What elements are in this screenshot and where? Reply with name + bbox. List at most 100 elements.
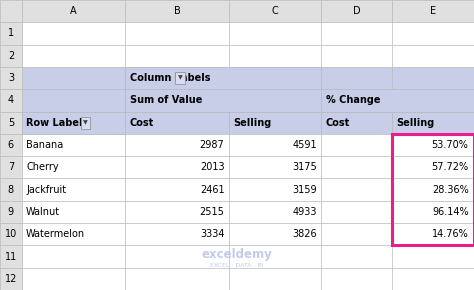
Bar xyxy=(22,45,125,67)
Bar xyxy=(229,223,321,245)
Text: D: D xyxy=(353,6,361,16)
Bar xyxy=(229,22,321,45)
Bar xyxy=(392,112,474,134)
Bar xyxy=(0,156,22,178)
Text: 2987: 2987 xyxy=(200,140,225,150)
Bar xyxy=(0,223,22,245)
Bar xyxy=(22,22,125,45)
Bar xyxy=(392,134,474,156)
Bar xyxy=(0,134,22,156)
Bar xyxy=(392,134,474,156)
Bar xyxy=(125,156,229,178)
Text: 12: 12 xyxy=(5,274,17,284)
Text: 53.70%: 53.70% xyxy=(432,140,469,150)
Bar xyxy=(392,0,474,22)
Text: 1: 1 xyxy=(8,28,14,39)
Bar xyxy=(392,201,474,223)
Bar xyxy=(392,178,474,201)
Bar xyxy=(229,178,321,201)
Bar xyxy=(392,45,474,67)
Bar xyxy=(22,178,125,201)
Bar xyxy=(22,223,125,245)
Bar xyxy=(0,268,22,290)
Bar xyxy=(229,201,321,223)
Bar xyxy=(229,0,321,22)
Bar xyxy=(392,268,474,290)
Text: Selling: Selling xyxy=(233,118,272,128)
Text: Sum of Value: Sum of Value xyxy=(130,95,202,105)
Bar xyxy=(392,156,474,178)
FancyBboxPatch shape xyxy=(175,72,185,84)
Text: 14.76%: 14.76% xyxy=(432,229,469,239)
Bar xyxy=(22,201,125,223)
Text: Jackfruit: Jackfruit xyxy=(26,185,66,195)
Bar xyxy=(125,0,229,22)
Text: 4933: 4933 xyxy=(292,207,317,217)
Bar xyxy=(22,156,125,178)
Bar xyxy=(321,201,392,223)
Bar xyxy=(321,0,392,22)
Bar xyxy=(229,245,321,268)
Bar xyxy=(125,134,229,156)
Text: E: E xyxy=(430,6,436,16)
Text: 3826: 3826 xyxy=(292,229,317,239)
Bar xyxy=(125,112,229,134)
Bar xyxy=(321,223,392,245)
Bar xyxy=(0,201,22,223)
Bar xyxy=(125,89,229,112)
Bar xyxy=(0,112,22,134)
Text: 3175: 3175 xyxy=(292,162,317,172)
Text: 10: 10 xyxy=(5,229,17,239)
Text: 6: 6 xyxy=(8,140,14,150)
Text: A: A xyxy=(70,6,77,16)
Bar xyxy=(0,112,22,134)
Bar xyxy=(0,201,22,223)
Bar xyxy=(125,89,321,112)
Bar xyxy=(125,245,229,268)
Text: 2515: 2515 xyxy=(200,207,225,217)
Bar xyxy=(125,201,229,223)
Text: exceldemy: exceldemy xyxy=(201,248,273,261)
Text: 7: 7 xyxy=(8,162,14,172)
Bar xyxy=(229,45,321,67)
Bar xyxy=(0,178,22,201)
Bar xyxy=(22,134,125,156)
Bar xyxy=(321,22,392,45)
Bar xyxy=(321,112,392,134)
Bar xyxy=(321,89,392,112)
Text: 96.14%: 96.14% xyxy=(432,207,469,217)
Bar xyxy=(321,268,392,290)
Bar xyxy=(22,268,125,290)
Bar xyxy=(321,156,392,178)
Bar xyxy=(125,67,321,89)
Bar xyxy=(125,178,229,201)
Bar xyxy=(392,112,474,134)
Text: Column Labels: Column Labels xyxy=(130,73,210,83)
Bar xyxy=(229,0,321,22)
Text: Walnut: Walnut xyxy=(26,207,60,217)
Bar xyxy=(125,178,229,201)
Text: ▼: ▼ xyxy=(178,76,182,81)
Bar xyxy=(22,89,125,112)
Bar xyxy=(125,112,229,134)
Bar xyxy=(125,134,229,156)
Bar xyxy=(321,156,392,178)
Bar xyxy=(229,201,321,223)
Bar xyxy=(229,112,321,134)
Bar xyxy=(22,0,125,22)
Bar xyxy=(0,0,22,22)
Text: Cost: Cost xyxy=(130,118,154,128)
Bar xyxy=(0,22,22,45)
Text: 8: 8 xyxy=(8,185,14,195)
Bar xyxy=(22,134,125,156)
Bar xyxy=(22,112,125,134)
Bar xyxy=(22,112,125,134)
Text: 3: 3 xyxy=(8,73,14,83)
Bar xyxy=(229,134,321,156)
Bar xyxy=(0,22,22,45)
Bar xyxy=(0,223,22,245)
Bar xyxy=(392,223,474,245)
Bar xyxy=(321,134,392,156)
Bar xyxy=(0,134,22,156)
Text: 2: 2 xyxy=(8,51,14,61)
